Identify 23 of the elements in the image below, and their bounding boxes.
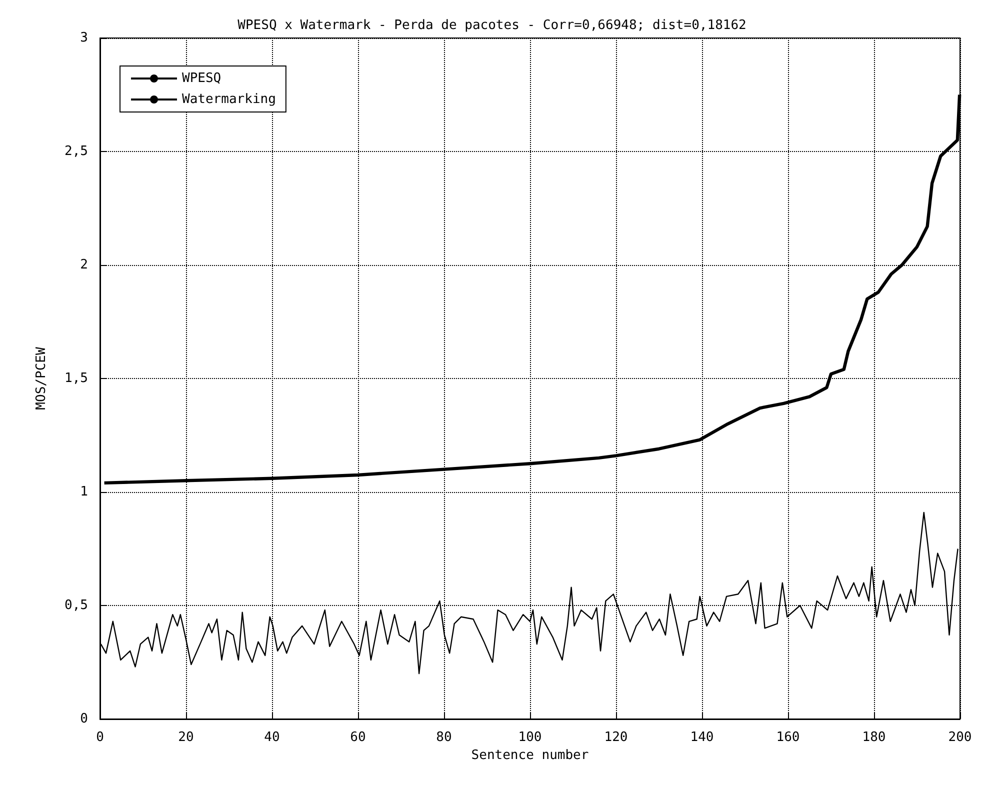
y-tick-label: 0,5: [64, 598, 88, 613]
x-tick-label: 160: [776, 730, 800, 745]
y-tick-label: 0: [80, 712, 88, 726]
x-tick-label: 20: [178, 730, 194, 745]
x-tick-label: 40: [264, 730, 280, 745]
y-tick-label: 1: [80, 484, 88, 500]
x-tick-label: 140: [690, 730, 714, 745]
x-tick-label: 0: [96, 730, 104, 745]
x-tick-label: 60: [350, 730, 366, 745]
y-axis-title: MOS/PCEW: [34, 347, 49, 410]
y-tick-label: 3: [80, 30, 88, 46]
x-tick-label: 180: [862, 730, 886, 745]
legend-label: Watermarking: [182, 92, 276, 107]
chart-title: WPESQ x Watermark - Perda de pacotes - Corr=0,66948; dist=0,18162: [238, 18, 746, 33]
legend-label: WPESQ: [182, 71, 222, 86]
y-tick-label: 1,5: [64, 371, 88, 386]
x-axis-title: Sentence number: [471, 748, 589, 763]
x-tick-label: 120: [604, 730, 628, 745]
x-tick-label: 100: [518, 730, 542, 745]
y-tick-label: 2: [80, 258, 88, 272]
y-tick-label: 2,5: [64, 144, 88, 159]
x-tick-label: 200: [948, 730, 972, 745]
x-tick-label: 80: [436, 730, 452, 745]
